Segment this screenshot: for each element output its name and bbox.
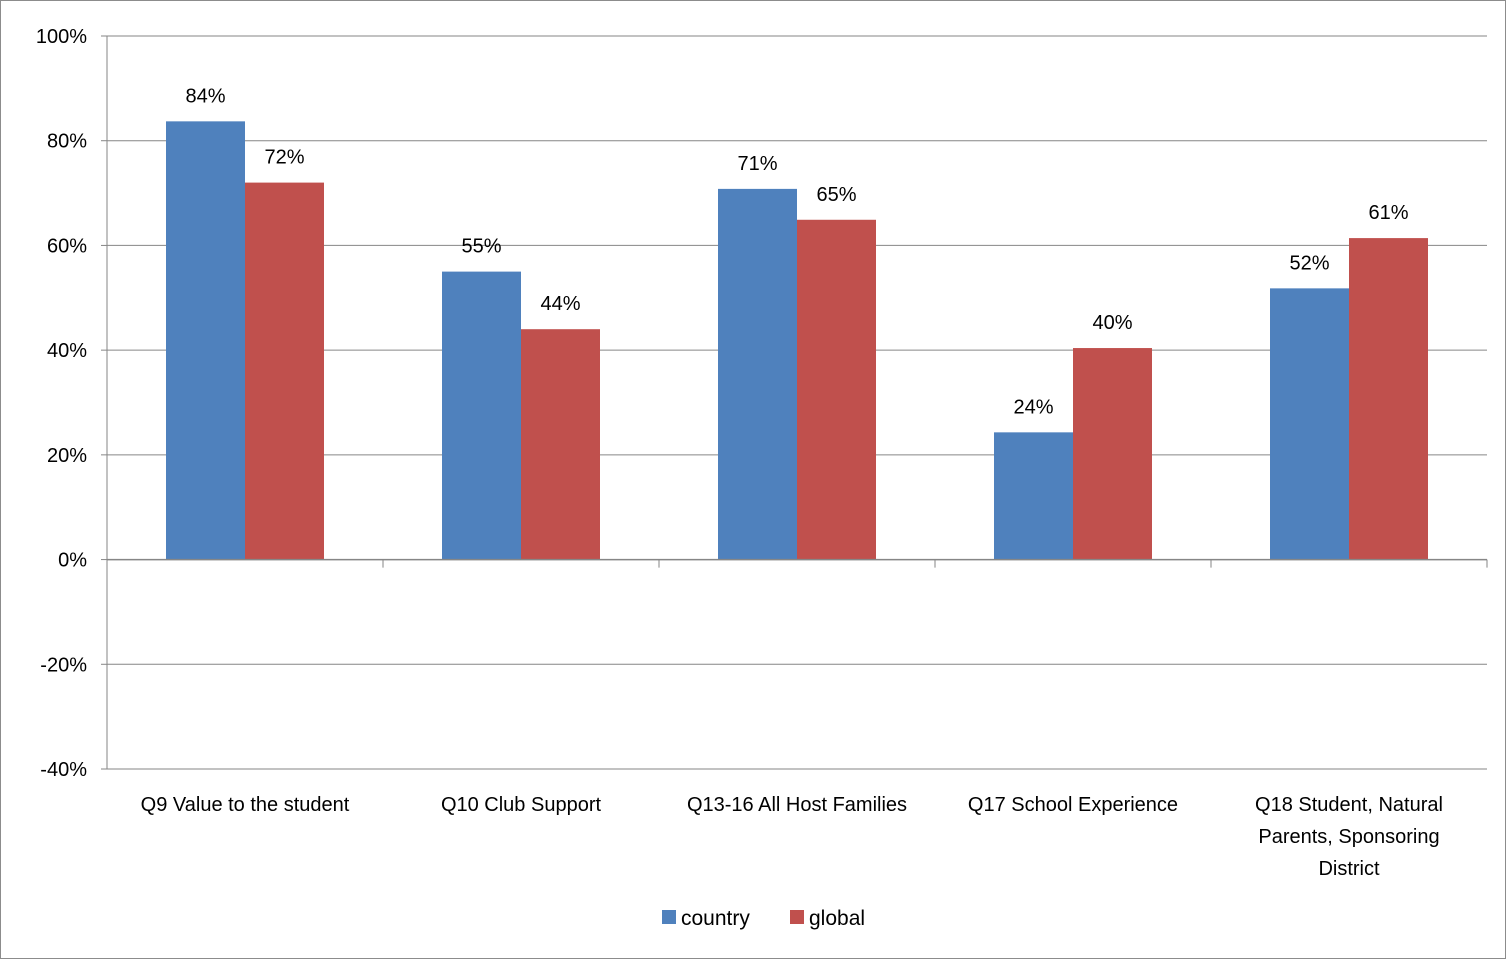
x-category-label: District [1318, 858, 1380, 880]
data-label-global: 44% [540, 293, 580, 315]
bar-global [1349, 238, 1428, 560]
y-tick-label: 60% [47, 235, 87, 257]
y-axis-tick-labels: 100% 80% 60% 40% 20% 0% -20% -40% [36, 26, 87, 781]
data-labels: 84% 72% 55% 44% 71% 65% 24% 40% 52% 61% [185, 85, 1408, 418]
y-tick-label: 100% [36, 26, 87, 48]
x-category-label: Q18 Student, Natural [1255, 794, 1443, 816]
legend-swatch-global [790, 910, 804, 924]
data-label-global: 61% [1368, 202, 1408, 224]
legend-label-country: country [681, 907, 750, 930]
x-category-label: Q10 Club Support [441, 794, 602, 816]
data-label-global: 40% [1092, 312, 1132, 334]
bar-global [245, 182, 324, 560]
bar-global [521, 329, 600, 560]
y-tick-label: 80% [47, 131, 87, 153]
data-label-country: 24% [1013, 396, 1053, 418]
x-category-label: Q9 Value to the student [141, 794, 350, 816]
data-label-country: 71% [737, 153, 777, 175]
y-tick-label: -40% [40, 759, 87, 781]
data-label-country: 84% [185, 85, 225, 107]
bar-country [718, 188, 797, 560]
y-tick-label: 0% [58, 550, 87, 572]
bar-country [442, 271, 521, 560]
data-label-global: 72% [264, 147, 304, 169]
data-label-global: 65% [816, 184, 856, 206]
x-category-label: Q13-16 All Host Families [687, 794, 907, 816]
axes [101, 35, 1488, 770]
x-category-label: Parents, Sponsoring [1258, 826, 1439, 848]
bar-country [994, 432, 1073, 560]
data-label-country: 52% [1289, 252, 1329, 274]
y-tick-label: -20% [40, 654, 87, 676]
bar-country [1270, 288, 1349, 560]
bars [166, 121, 1428, 560]
y-tick-label: 20% [47, 445, 87, 467]
legend-label-global: global [809, 907, 865, 930]
bar-global [797, 219, 876, 560]
legend-swatch-country [662, 910, 676, 924]
data-label-country: 55% [461, 236, 501, 258]
legend: country global [662, 907, 865, 930]
bar-country [166, 121, 245, 560]
y-tick-label: 40% [47, 340, 87, 362]
x-category-label: Q17 School Experience [968, 794, 1178, 816]
bar-global [1073, 348, 1152, 560]
x-axis-category-labels: Q9 Value to the student Q10 Club Support Q… [141, 794, 1443, 880]
